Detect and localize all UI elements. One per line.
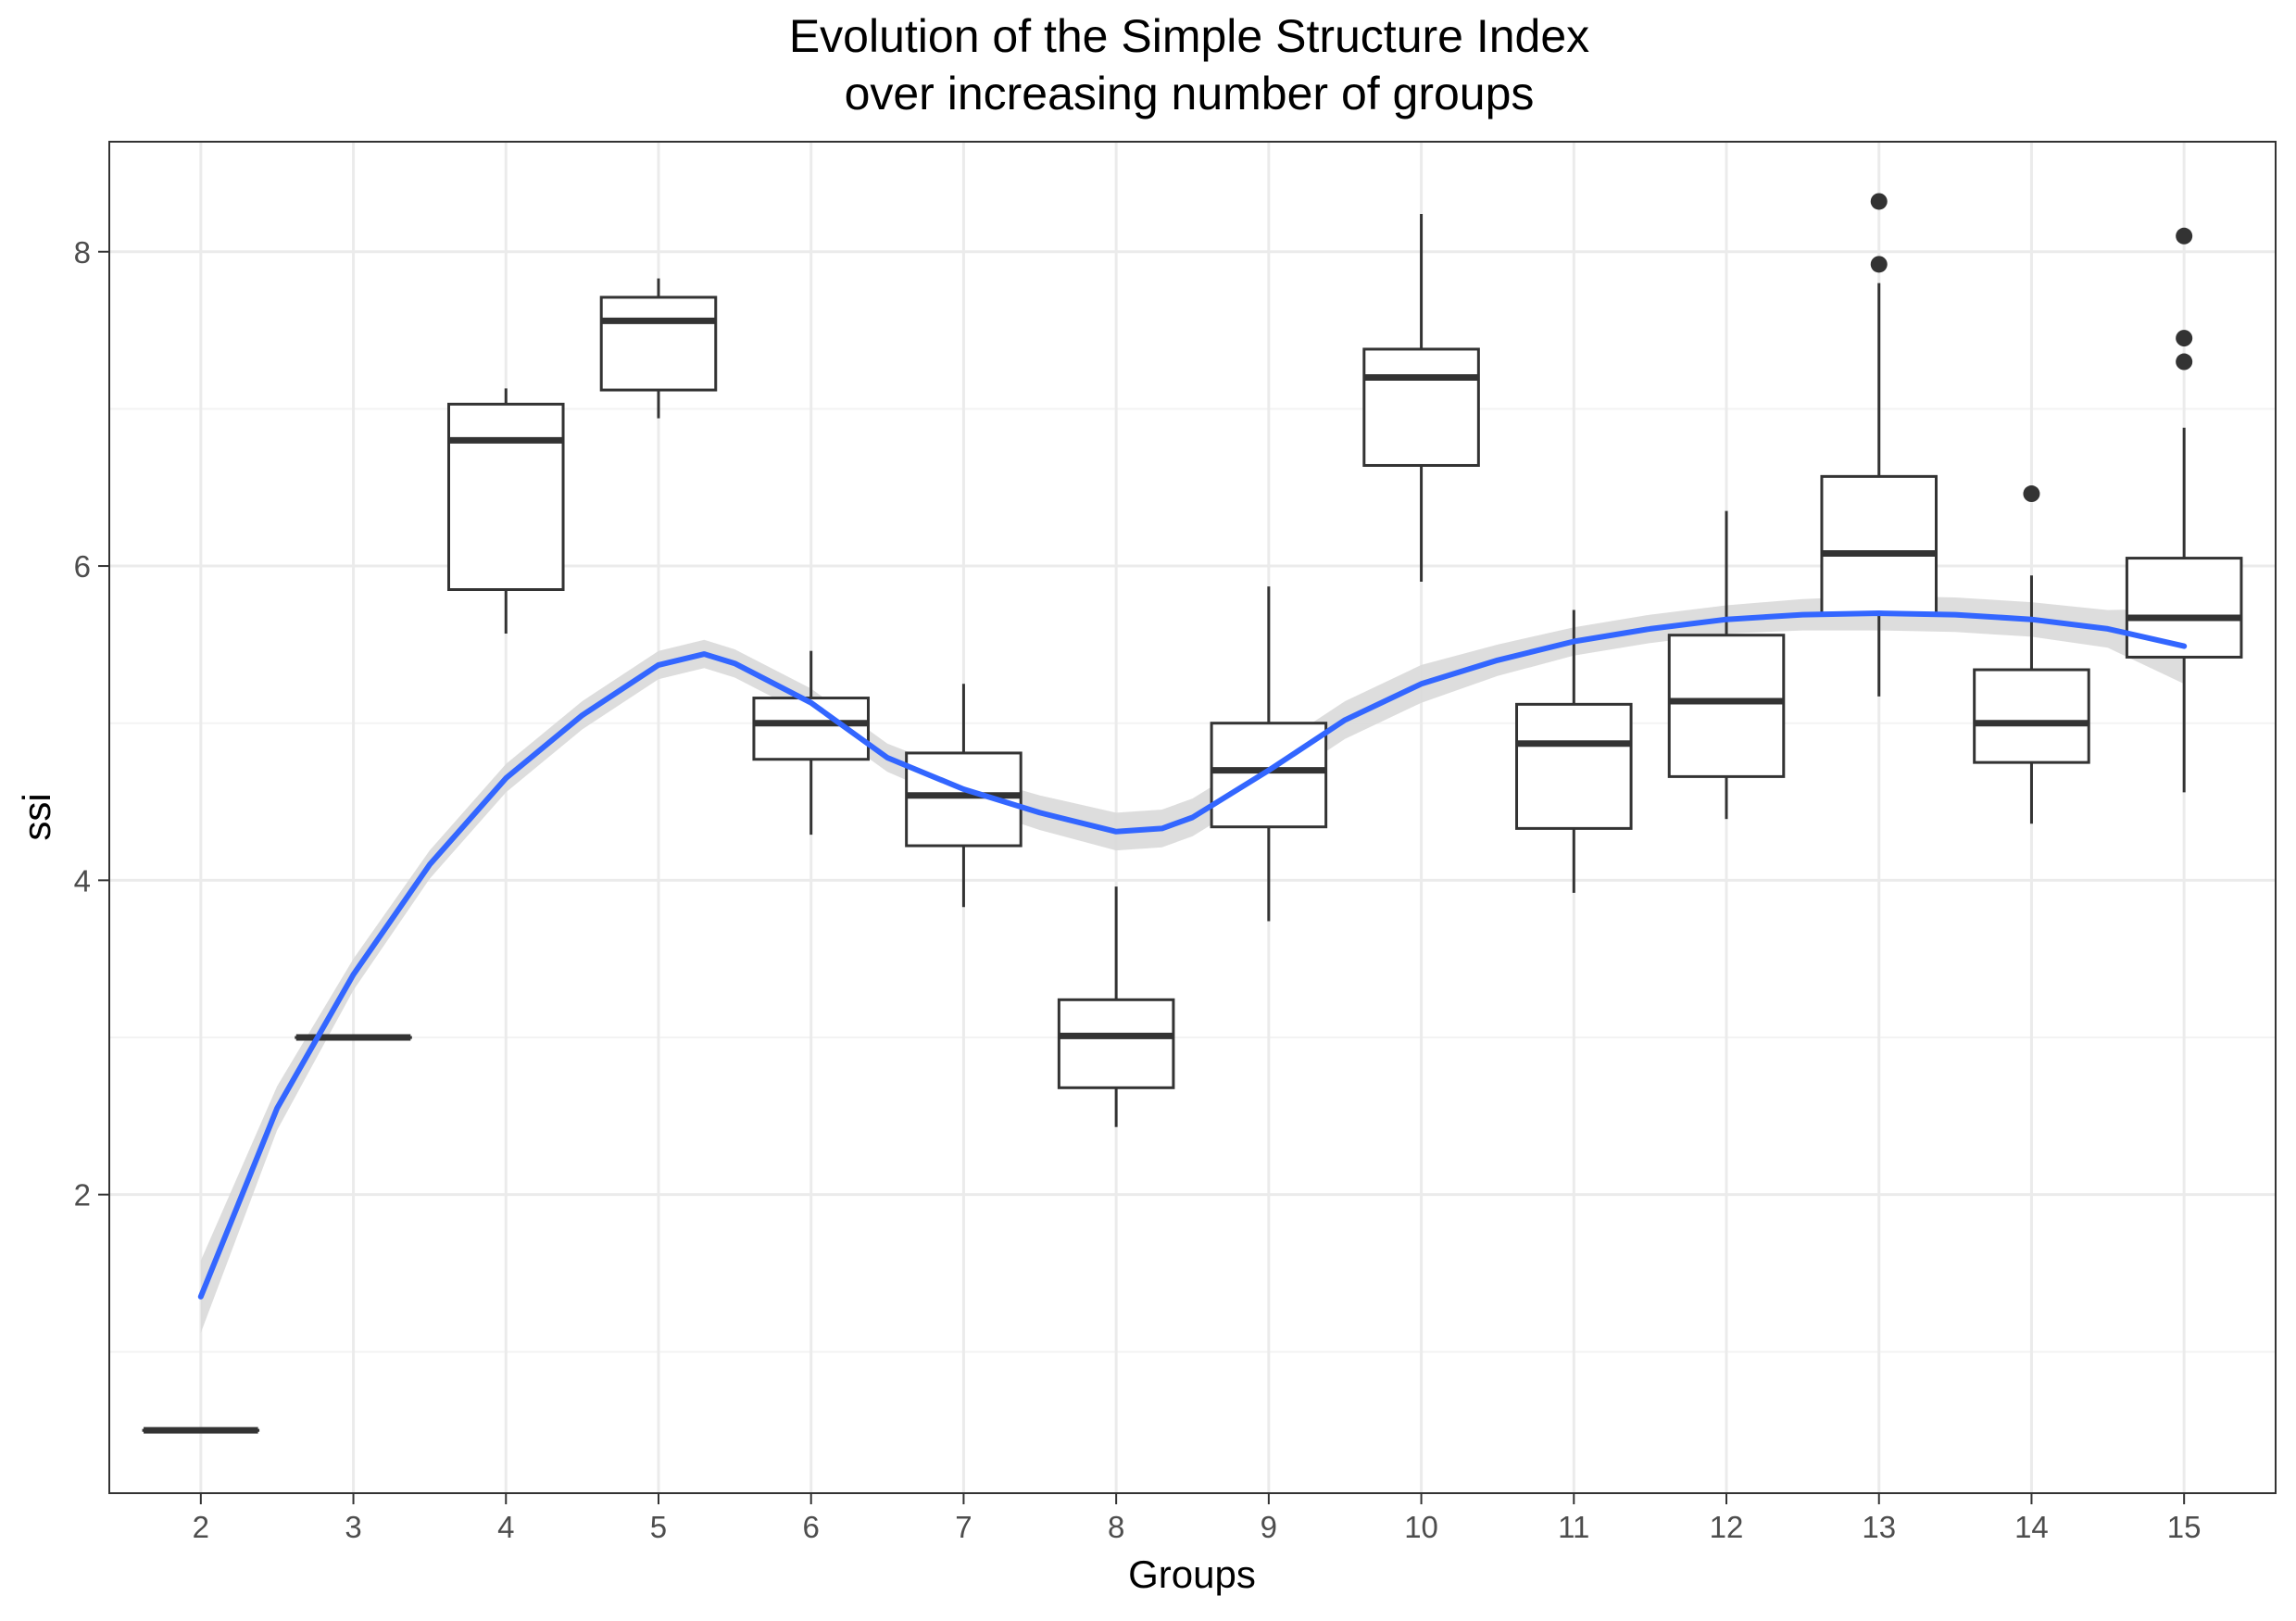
x-tick-label: 9 [1261, 1510, 1277, 1544]
box-iqr [1059, 999, 1173, 1087]
x-tick-label: 2 [193, 1510, 209, 1544]
outlier-point [2176, 330, 2192, 346]
x-tick-label: 4 [497, 1510, 514, 1544]
y-tick-label: 8 [74, 235, 91, 270]
y-tick-label: 6 [74, 549, 91, 584]
boxplot-5 [601, 279, 716, 419]
box-iqr [1975, 670, 2089, 762]
x-tick-label: 8 [1108, 1510, 1124, 1544]
outlier-point [1871, 193, 1888, 209]
boxplot-4 [448, 388, 563, 634]
box-iqr [1669, 635, 1784, 777]
outlier-point [2176, 228, 2192, 245]
box-iqr [1517, 704, 1632, 828]
outlier-point [2176, 354, 2192, 371]
x-tick-label: 7 [955, 1510, 972, 1544]
box-iqr [2127, 559, 2241, 658]
x-axis-title: Groups [1128, 1552, 1256, 1596]
boxplot-12 [1669, 511, 1784, 820]
boxplot-9 [1211, 586, 1326, 921]
y-tick-label: 4 [74, 863, 91, 898]
outlier-point [2023, 485, 2039, 502]
smooth-confidence-band [201, 596, 2184, 1333]
y-axis-title: ssi [15, 793, 58, 840]
box-iqr [1211, 723, 1326, 827]
x-tick-label: 13 [1862, 1510, 1896, 1544]
x-tick-label: 10 [1404, 1510, 1438, 1544]
box-iqr [448, 404, 563, 589]
boxplot-10 [1364, 214, 1479, 582]
box-iqr [601, 297, 716, 390]
x-tick-label: 12 [1710, 1510, 1744, 1544]
x-tick-label: 15 [2167, 1510, 2202, 1544]
box-iqr [1364, 349, 1479, 466]
confidence-ribbon [201, 596, 2184, 1333]
chart-title-line-2: over increasing number of groups [845, 68, 1535, 119]
boxplot-8 [1059, 886, 1173, 1127]
x-tick-label: 11 [1558, 1510, 1589, 1544]
chart-title: Evolution of the Simple Structure Index … [789, 10, 1589, 119]
x-tick-label: 5 [650, 1510, 667, 1544]
outlier-point [1871, 256, 1888, 272]
boxplot-7 [907, 684, 1022, 907]
axes: 2 3 4 5 6 7 8 9 10 11 12 13 14 15 2 4 6 8 [74, 235, 2202, 1544]
y-tick-label: 2 [74, 1178, 91, 1213]
x-tick-label: 6 [803, 1510, 820, 1544]
box-iqr [1822, 476, 1937, 613]
chart-title-line-1: Evolution of the Simple Structure Index [789, 10, 1589, 62]
x-tick-label: 3 [345, 1510, 361, 1544]
x-tick-label: 14 [2014, 1510, 2049, 1544]
